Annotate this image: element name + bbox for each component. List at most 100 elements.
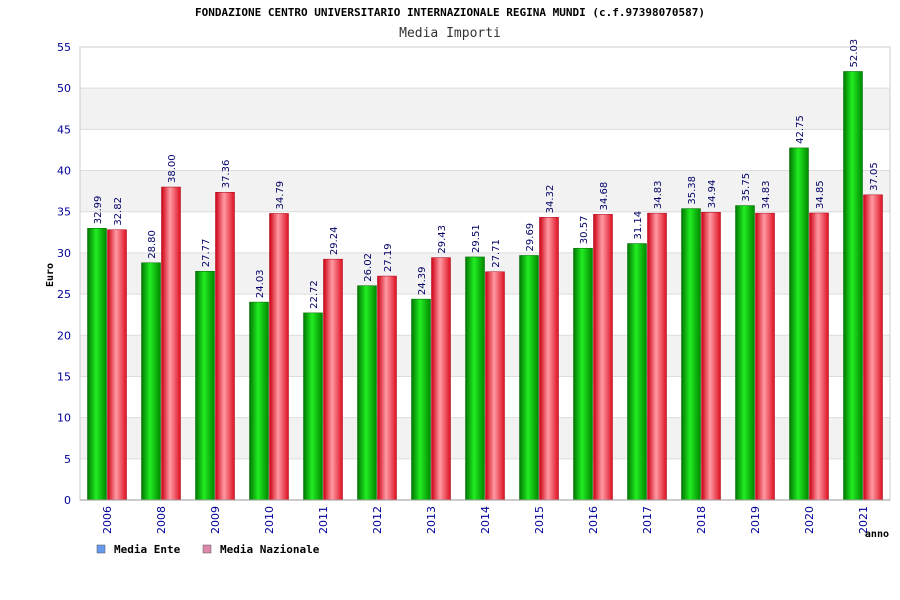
value-label: 34.83 (761, 180, 772, 209)
value-label: 27.19 (383, 243, 394, 272)
bar-media-nazionale-2011 (323, 258, 343, 501)
bar-media-ente-2011 (303, 312, 323, 501)
bars (87, 71, 883, 501)
chart-title: FONDAZIONE CENTRO UNIVERSITARIO INTERNAZ… (195, 6, 705, 19)
y-tick-label: 55 (57, 41, 71, 54)
chart-subtitle: Media Importi (399, 26, 501, 41)
value-label: 29.24 (329, 227, 340, 256)
value-label: 29.69 (525, 223, 536, 252)
x-tick-label: 2010 (263, 506, 276, 534)
y-tick-label: 0 (64, 494, 71, 507)
bar-media-nazionale-2009 (215, 192, 235, 501)
x-axis-ticks: 2006 2008 2009 2010 2011 2012 2013 2014 2015 2016… (101, 506, 870, 534)
value-label: 35.75 (741, 173, 752, 202)
value-label: 27.71 (491, 239, 502, 268)
bar-media-nazionale-2008 (161, 186, 181, 501)
bar-media-ente-2010 (249, 301, 269, 501)
value-label: 34.68 (599, 182, 610, 211)
value-label: 27.77 (201, 239, 212, 268)
value-label: 26.02 (363, 253, 374, 282)
legend-label-media-nazionale: Media Nazionale (220, 543, 320, 556)
value-label: 34.83 (653, 180, 664, 209)
bar-media-ente-2018 (681, 208, 701, 501)
y-tick-label: 40 (57, 165, 71, 178)
value-label: 30.57 (579, 216, 590, 245)
bar-media-nazionale-2010 (269, 213, 289, 501)
bar-media-nazionale-2021 (863, 194, 883, 501)
value-label: 32.82 (113, 197, 124, 226)
bar-media-nazionale-2006 (107, 229, 127, 501)
value-label: 29.43 (437, 225, 448, 254)
bar-media-nazionale-2017 (647, 212, 667, 501)
x-tick-label: 2014 (479, 506, 492, 534)
x-tick-label: 2012 (371, 506, 384, 534)
bar-media-ente-2021 (843, 71, 863, 501)
x-tick-label: 2019 (749, 506, 762, 534)
x-tick-label: 2006 (101, 506, 114, 534)
bar-media-ente-2013 (411, 298, 431, 501)
value-label: 31.14 (633, 211, 644, 240)
bar-media-nazionale-2014 (485, 271, 505, 501)
x-tick-label: 2017 (641, 506, 654, 534)
value-label: 37.36 (221, 160, 232, 189)
y-tick-label: 15 (57, 370, 71, 383)
y-tick-label: 50 (57, 82, 71, 95)
y-tick-label: 30 (57, 247, 71, 260)
y-tick-label: 25 (57, 288, 71, 301)
grid-band (80, 88, 890, 130)
value-label: 34.94 (707, 180, 718, 209)
value-label: 34.32 (545, 185, 556, 214)
x-tick-label: 2011 (317, 506, 330, 534)
bar-media-ente-2006 (87, 228, 107, 501)
x-tick-label: 2020 (803, 506, 816, 534)
value-label: 29.51 (471, 224, 482, 253)
bar-media-nazionale-2020 (809, 212, 829, 501)
value-label: 24.03 (255, 269, 266, 298)
value-label: 42.75 (795, 115, 806, 144)
value-label: 28.80 (147, 230, 158, 259)
value-label: 52.03 (849, 39, 860, 68)
bar-media-ente-2014 (465, 256, 485, 501)
legend-swatch-media-nazionale (202, 544, 212, 554)
value-label: 34.79 (275, 181, 286, 210)
x-tick-label: 2016 (587, 506, 600, 534)
bar-media-nazionale-2018 (701, 211, 721, 501)
legend-label-media-ente: Media Ente (114, 543, 181, 556)
x-tick-label: 2021 (857, 506, 870, 534)
value-label: 38.00 (167, 154, 178, 183)
legend-swatch-media-ente (96, 544, 106, 554)
value-label: 35.38 (687, 176, 698, 205)
bar-media-ente-2008 (141, 262, 161, 501)
bar-media-nazionale-2016 (593, 214, 613, 501)
y-axis-label: Euro (45, 263, 56, 287)
bar-media-nazionale-2019 (755, 212, 775, 501)
bar-media-ente-2019 (735, 205, 755, 501)
x-tick-label: 2015 (533, 506, 546, 534)
value-label: 34.85 (815, 180, 826, 209)
bar-media-ente-2017 (627, 243, 647, 501)
grid-band (80, 335, 890, 377)
legend: Media Ente Media Nazionale (96, 543, 320, 556)
y-tick-label: 45 (57, 123, 71, 136)
bar-media-ente-2020 (789, 147, 809, 501)
y-axis-ticks: 0 5 10 15 20 25 30 35 40 45 50 55 (57, 41, 71, 507)
y-tick-label: 5 (64, 453, 71, 466)
value-label: 24.39 (417, 266, 428, 295)
value-label: 32.99 (93, 196, 104, 225)
bar-media-ente-2009 (195, 271, 215, 501)
y-tick-label: 10 (57, 412, 71, 425)
bar-media-nazionale-2013 (431, 257, 451, 501)
grid-band (80, 252, 890, 295)
y-tick-label: 20 (57, 329, 71, 342)
value-labels: 32.99 32.82 28.80 38.00 27.77 37.36 24.03 34.79… (93, 39, 880, 309)
y-tick-label: 35 (57, 206, 71, 219)
value-label: 37.05 (869, 162, 880, 191)
grid-band (80, 417, 890, 459)
x-tick-label: 2018 (695, 506, 708, 534)
bar-media-ente-2015 (519, 255, 539, 501)
x-tick-label: 2013 (425, 506, 438, 534)
bar-media-nazionale-2012 (377, 275, 397, 501)
bar-media-ente-2016 (573, 247, 593, 501)
bar-media-ente-2012 (357, 285, 377, 501)
